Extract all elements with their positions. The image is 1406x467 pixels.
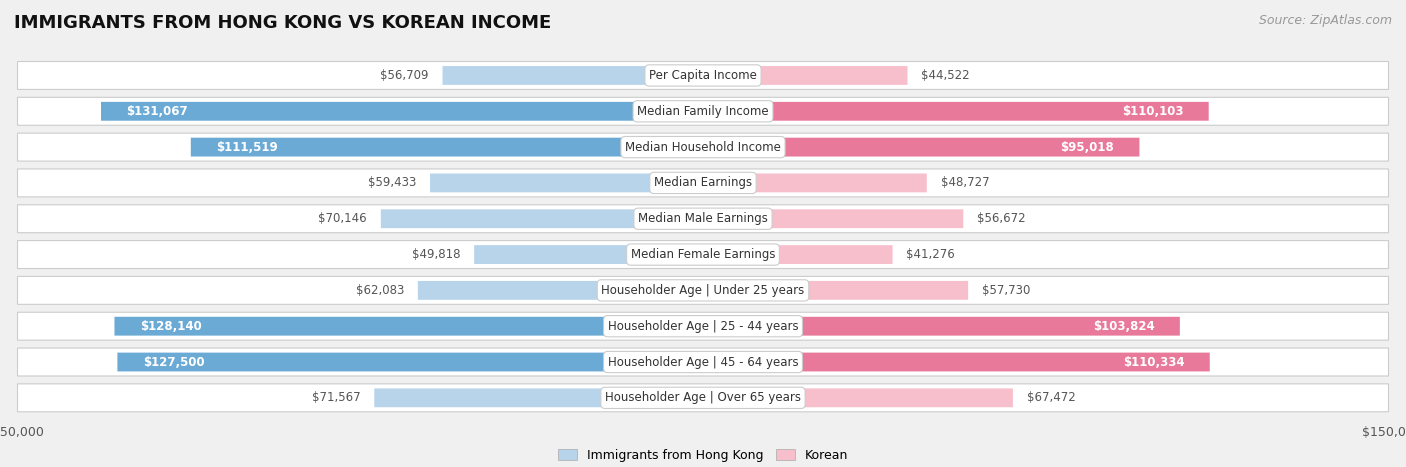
FancyBboxPatch shape <box>703 66 907 85</box>
FancyBboxPatch shape <box>17 241 1389 269</box>
Text: $41,276: $41,276 <box>907 248 955 261</box>
Text: Median Male Earnings: Median Male Earnings <box>638 212 768 225</box>
Text: $57,730: $57,730 <box>981 284 1031 297</box>
Text: $95,018: $95,018 <box>1060 141 1114 154</box>
Text: $44,522: $44,522 <box>921 69 970 82</box>
Text: Median Earnings: Median Earnings <box>654 177 752 190</box>
FancyBboxPatch shape <box>17 276 1389 304</box>
FancyBboxPatch shape <box>418 281 703 300</box>
FancyBboxPatch shape <box>474 245 703 264</box>
FancyBboxPatch shape <box>703 102 1209 120</box>
FancyBboxPatch shape <box>17 312 1389 340</box>
Text: Householder Age | Under 25 years: Householder Age | Under 25 years <box>602 284 804 297</box>
FancyBboxPatch shape <box>374 389 703 407</box>
Legend: Immigrants from Hong Kong, Korean: Immigrants from Hong Kong, Korean <box>553 444 853 467</box>
Text: Householder Age | 25 - 44 years: Householder Age | 25 - 44 years <box>607 320 799 333</box>
Text: Householder Age | 45 - 64 years: Householder Age | 45 - 64 years <box>607 355 799 368</box>
FancyBboxPatch shape <box>703 209 963 228</box>
FancyBboxPatch shape <box>703 245 893 264</box>
FancyBboxPatch shape <box>703 317 1180 336</box>
FancyBboxPatch shape <box>703 353 1209 371</box>
Text: Median Family Income: Median Family Income <box>637 105 769 118</box>
FancyBboxPatch shape <box>17 133 1389 161</box>
FancyBboxPatch shape <box>17 62 1389 90</box>
Text: $59,433: $59,433 <box>368 177 416 190</box>
Text: $127,500: $127,500 <box>142 355 204 368</box>
Text: $111,519: $111,519 <box>217 141 278 154</box>
Text: Median Female Earnings: Median Female Earnings <box>631 248 775 261</box>
FancyBboxPatch shape <box>703 174 927 192</box>
FancyBboxPatch shape <box>17 169 1389 197</box>
Text: $110,334: $110,334 <box>1123 355 1184 368</box>
Text: $103,824: $103,824 <box>1092 320 1154 333</box>
FancyBboxPatch shape <box>117 353 703 371</box>
FancyBboxPatch shape <box>191 138 703 156</box>
FancyBboxPatch shape <box>703 138 1139 156</box>
Text: Source: ZipAtlas.com: Source: ZipAtlas.com <box>1258 14 1392 27</box>
Text: $128,140: $128,140 <box>139 320 201 333</box>
Text: $110,103: $110,103 <box>1122 105 1184 118</box>
Text: $49,818: $49,818 <box>412 248 460 261</box>
Text: $56,709: $56,709 <box>380 69 429 82</box>
Text: $48,727: $48,727 <box>941 177 990 190</box>
FancyBboxPatch shape <box>17 97 1389 125</box>
FancyBboxPatch shape <box>101 102 703 120</box>
FancyBboxPatch shape <box>114 317 703 336</box>
FancyBboxPatch shape <box>17 348 1389 376</box>
Text: Householder Age | Over 65 years: Householder Age | Over 65 years <box>605 391 801 404</box>
Text: Median Household Income: Median Household Income <box>626 141 780 154</box>
Text: $70,146: $70,146 <box>318 212 367 225</box>
FancyBboxPatch shape <box>381 209 703 228</box>
Text: $56,672: $56,672 <box>977 212 1026 225</box>
Text: IMMIGRANTS FROM HONG KONG VS KOREAN INCOME: IMMIGRANTS FROM HONG KONG VS KOREAN INCO… <box>14 14 551 32</box>
FancyBboxPatch shape <box>443 66 703 85</box>
FancyBboxPatch shape <box>703 281 969 300</box>
FancyBboxPatch shape <box>17 205 1389 233</box>
Text: $71,567: $71,567 <box>312 391 360 404</box>
Text: $62,083: $62,083 <box>356 284 404 297</box>
Text: $131,067: $131,067 <box>127 105 188 118</box>
Text: Per Capita Income: Per Capita Income <box>650 69 756 82</box>
Text: $67,472: $67,472 <box>1026 391 1076 404</box>
FancyBboxPatch shape <box>17 384 1389 412</box>
FancyBboxPatch shape <box>703 389 1012 407</box>
FancyBboxPatch shape <box>430 174 703 192</box>
